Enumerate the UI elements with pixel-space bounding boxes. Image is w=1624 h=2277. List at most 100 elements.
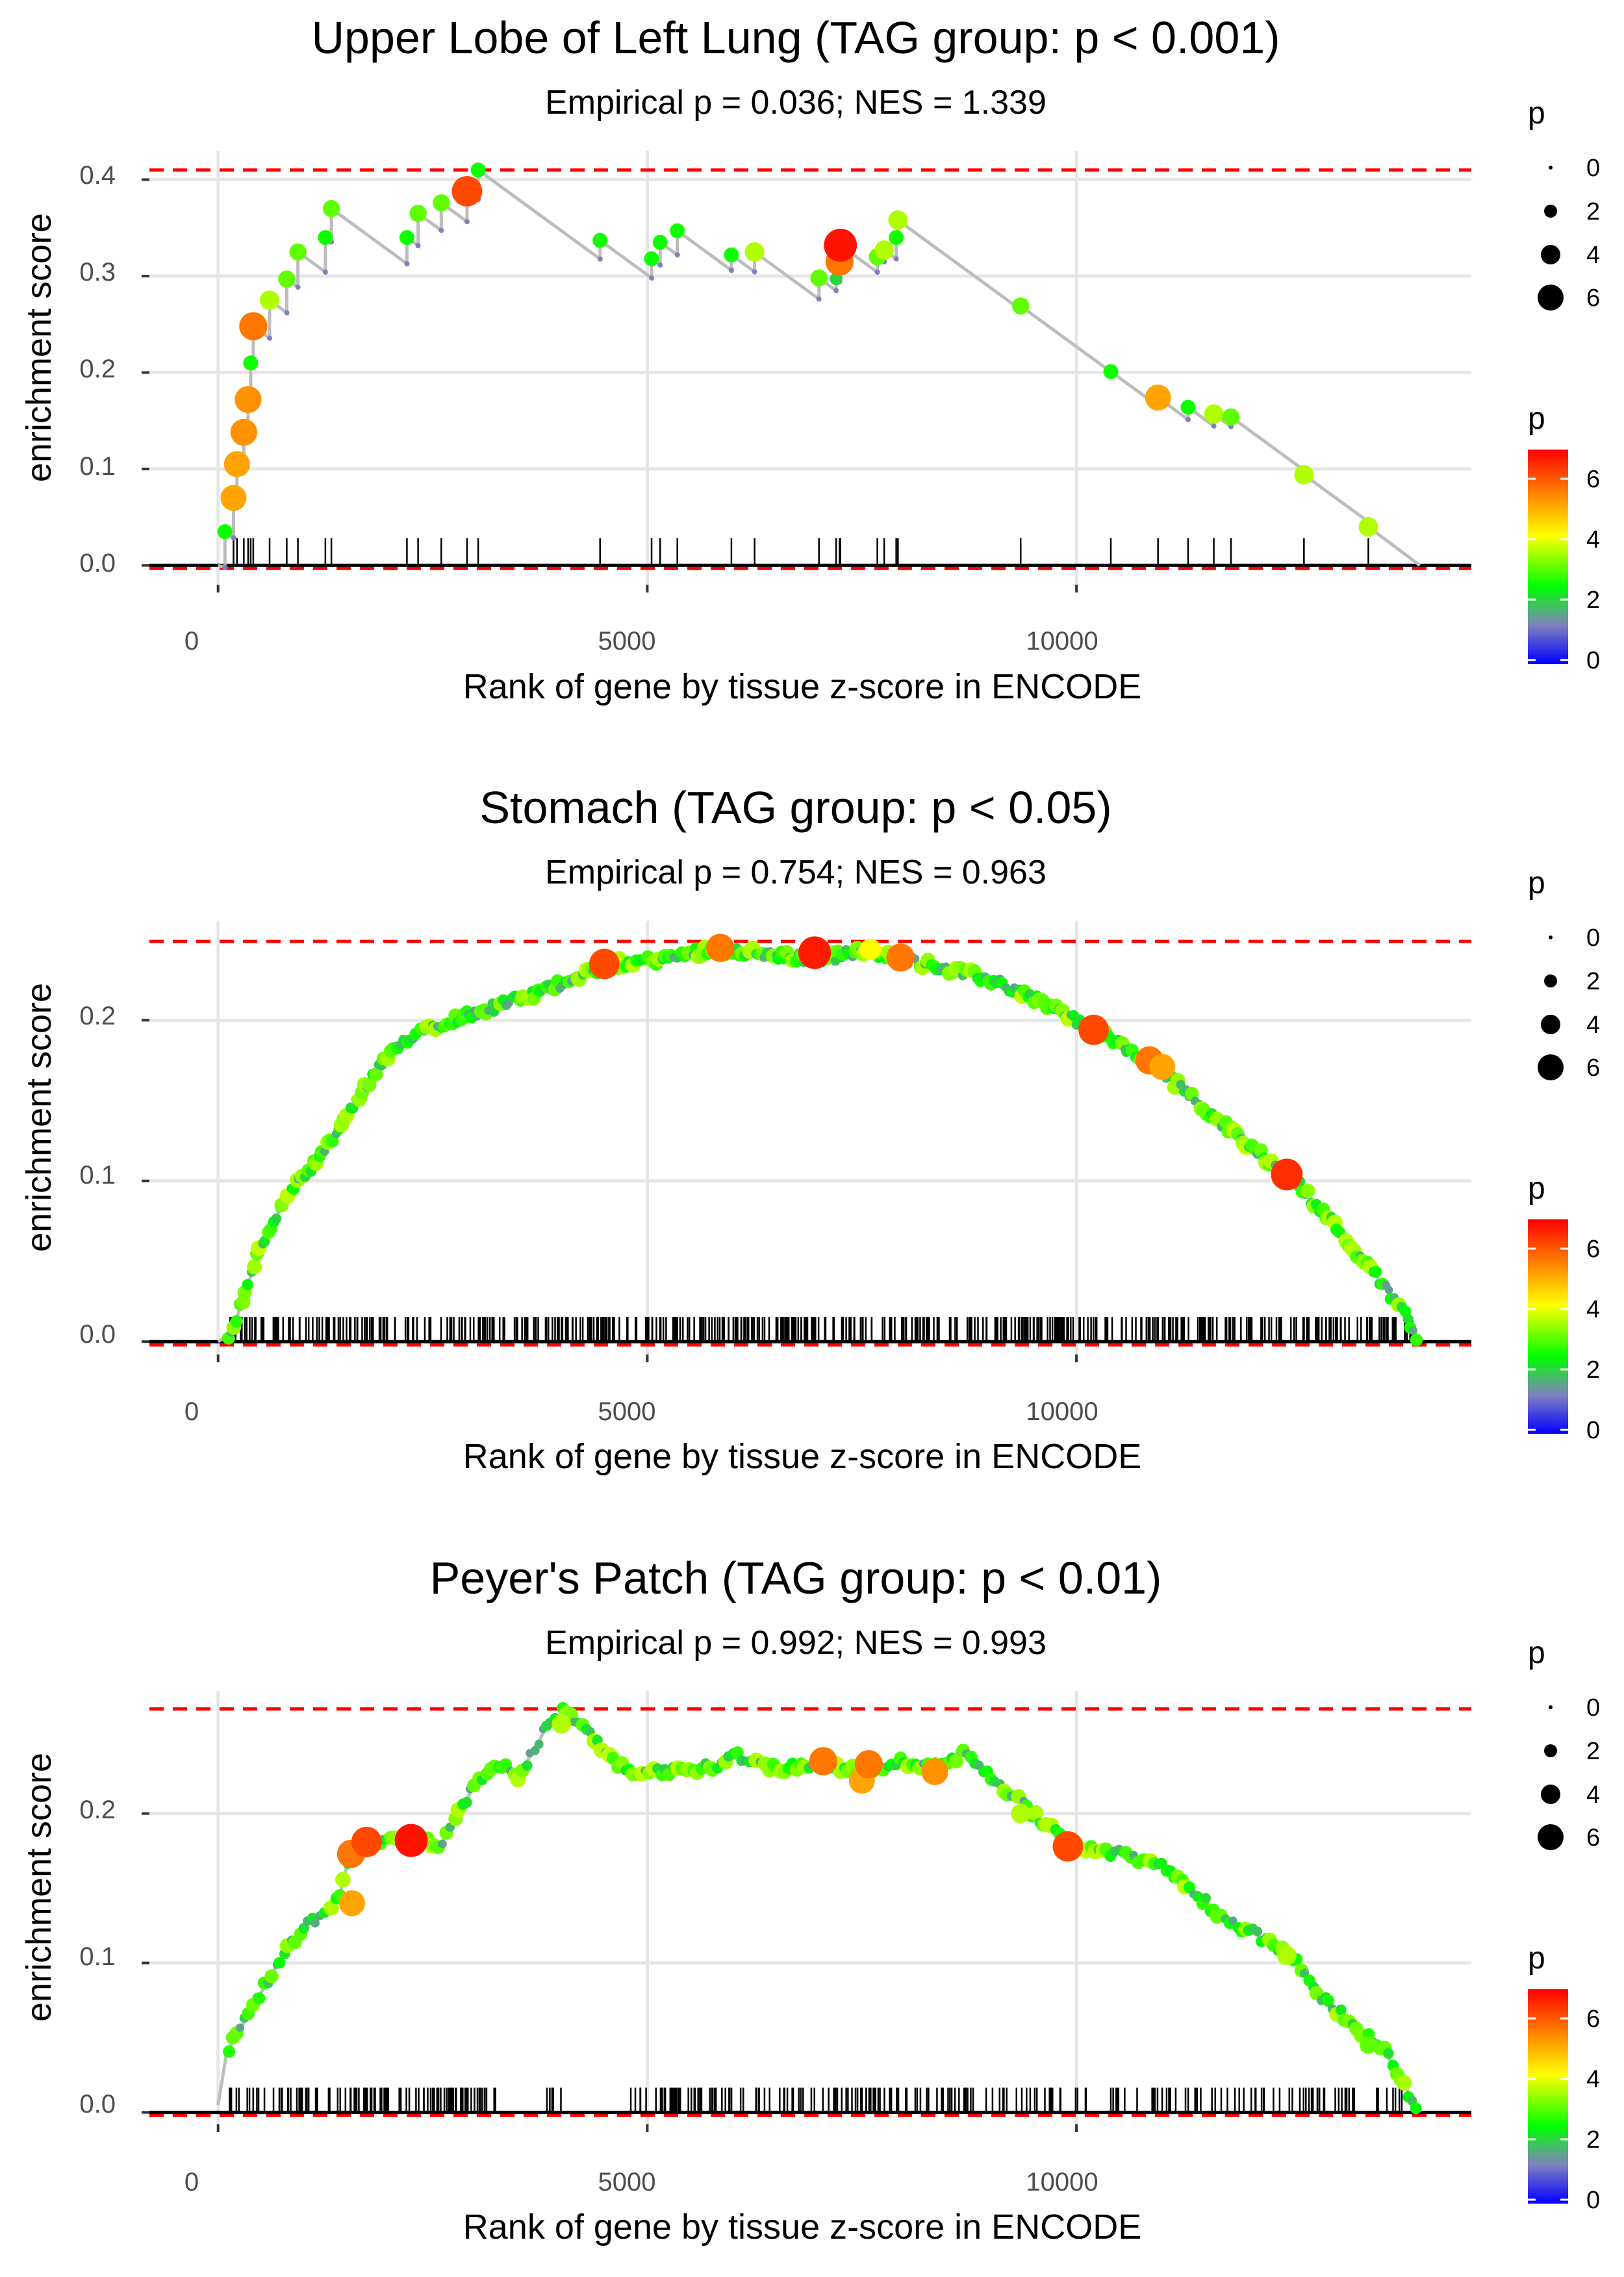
gene-hit-point [243,355,259,371]
miss-point [267,335,272,341]
size-legend-key [1538,1824,1564,1850]
gene-hit-point [949,1754,963,1769]
miss-point [222,565,228,570]
x-tick-label: 0 [184,1397,199,1426]
miss-point [438,227,444,233]
miss-point [231,535,236,541]
gene-hit-point [1360,2036,1377,2054]
gene-hit-point [706,934,735,962]
size-legend-label: 6 [1586,1054,1600,1082]
gene-hit-point [1078,1014,1109,1045]
size-legend-label: 2 [1586,968,1600,995]
size-legend-key [1544,1744,1557,1757]
gene-hit-point [809,1747,838,1775]
y-tick-label: 0.2 [79,355,116,383]
color-legend-label: 6 [1586,1236,1600,1263]
size-legend-key [1538,285,1564,311]
gene-hit-point [670,223,685,238]
gene-hit-point [318,230,333,246]
y-tick-label: 0.2 [79,1796,116,1824]
size-legend-key [1544,205,1557,218]
gene-hit-point [1410,2102,1422,2115]
gene-hit-point [335,1872,351,1888]
gene-hit-point [235,386,262,413]
gene-hit-point [369,1067,383,1082]
gene-hit-point [724,247,739,262]
miss-point [464,219,470,225]
gene-hit-point [874,240,894,260]
x-axis-title: Rank of gene by tissue z-score in ENCODE [463,667,1141,706]
size-legend-key [1541,1015,1560,1034]
gene-hit-point [1384,1286,1393,1295]
gene-hit-point [1200,1892,1212,1903]
miss-point [674,252,680,258]
miss-point [415,243,421,249]
miss-point [893,256,899,262]
color-legend-label: 2 [1586,2126,1600,2154]
y-tick-label: 0.4 [79,161,116,190]
gene-hit-point [1383,2048,1394,2059]
size-legend-label: 2 [1586,1738,1600,1765]
color-legend-label: 6 [1586,2005,1600,2033]
y-tick-label: 0.2 [79,1002,116,1030]
gene-hit-point [798,936,831,969]
gene-hit-point [438,1839,447,1849]
gene-hit-point [1322,1994,1335,2007]
y-axis-title: enrichment score [19,213,58,482]
miss-point [295,284,301,290]
size-legend-title: p [1528,96,1545,131]
gene-hit-point [264,1969,279,1983]
gene-hit-point [1396,2075,1412,2091]
gene-hit-point [1294,464,1314,485]
plot-area [142,1691,1471,2132]
gene-hit-point [220,485,247,511]
x-axis-title: Rank of gene by tissue z-score in ENCODE [463,2207,1141,2246]
gene-hit-point [552,1714,572,1734]
color-legend-label: 4 [1586,526,1600,553]
y-tick-label: 0.0 [79,549,116,578]
color-legend-label: 0 [1586,2187,1600,2214]
size-legend-label: 0 [1586,155,1600,182]
gene-hit-point [854,1750,883,1779]
gene-hit-point [273,1957,285,1969]
gene-hit-point [223,2045,236,2058]
miss-point [649,275,655,281]
miss-point [597,256,603,262]
gene-hit-point [1011,1803,1031,1824]
miss-point [833,288,839,294]
gene-hit-point [824,229,857,262]
chart-panel-2: Stomach (TAG group: p < 0.05) Empirical … [19,782,1471,1476]
gene-hit-point [239,312,268,340]
color-legend-label: 2 [1586,1356,1600,1384]
legend-panel-3: p 0 2 4 6 p 0 2 4 6 [1528,1636,1600,2214]
y-tick-label: 0.1 [79,452,116,481]
gene-hit-point [230,418,258,446]
miss-point [657,262,663,268]
chart-subtitle: Empirical p = 0.754; NES = 0.963 [545,854,1047,891]
gene-hit-point [644,251,659,266]
chart-subtitle: Empirical p = 0.036; NES = 1.339 [545,84,1047,121]
legend-panel-2: p 0 2 4 6 p 0 2 4 6 [1528,866,1600,1444]
plot-area [142,921,1471,1362]
size-legend-key [1541,245,1560,264]
gene-hit-point [394,1824,428,1857]
miss-point [752,269,757,275]
size-legend-label: 2 [1586,198,1600,225]
miss-point [816,296,822,302]
gene-hit-point [810,269,828,287]
gene-hit-point [1012,297,1030,315]
size-legend-label: 0 [1586,1694,1600,1722]
color-legend-title: p [1528,1171,1545,1206]
gene-hit-point [1204,404,1224,424]
gene-hit-point [409,205,427,222]
size-legend-key [1549,166,1553,170]
gene-hit-point [217,524,233,539]
gene-hit-point [534,1739,544,1749]
color-legend-label: 6 [1586,466,1600,493]
legend-panel-1: p 0 2 4 6 p 0 2 4 6 [1528,96,1600,674]
size-legend-label: 4 [1586,1781,1600,1809]
gene-hit-point [399,230,414,246]
gene-hit-point [1180,400,1196,415]
gene-hit-point [921,1758,948,1785]
